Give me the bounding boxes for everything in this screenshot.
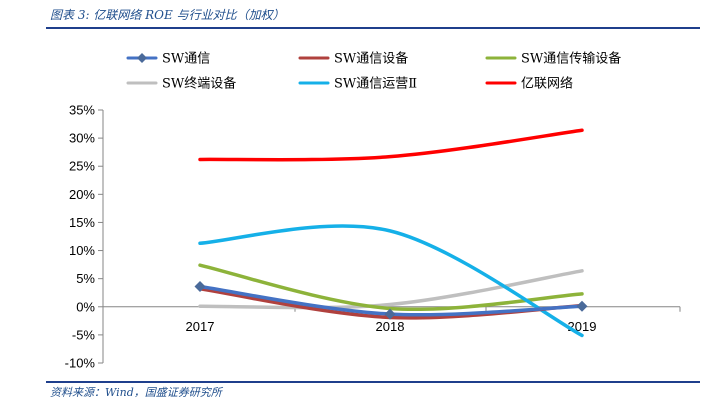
- y-tick-label: 5%: [76, 271, 95, 286]
- figure-title: 图表 3: 亿联网络 ROE 与行业对比（加权）: [50, 8, 285, 22]
- legend-label: SW终端设备: [162, 76, 236, 92]
- top-rule: [46, 27, 700, 29]
- data-point: [384, 308, 396, 320]
- data-point: [194, 281, 206, 293]
- y-tick-label: 35%: [69, 103, 95, 118]
- legend-label: SW通信设备: [334, 51, 408, 67]
- x-tick-label: 2018: [376, 319, 405, 334]
- legend-label: SW通信传输设备: [521, 51, 621, 67]
- y-tick-label: 30%: [69, 131, 95, 146]
- y-tick-label: 20%: [69, 187, 95, 202]
- legend-label: 亿联网络: [521, 76, 573, 92]
- legend-marker: [137, 53, 147, 63]
- y-tick-label: 25%: [69, 159, 95, 174]
- y-axis: 35% 30% 25% 20% 15% 10% 5% 0% -5% -10%: [65, 103, 104, 371]
- series-line: [198, 128, 584, 162]
- bottom-rule: [46, 381, 700, 383]
- legend-label: SW通信运营Ⅱ: [334, 77, 417, 92]
- series-lines: [194, 128, 588, 338]
- source-note: 资料来源：Wind，国盛证券研究所: [50, 386, 222, 399]
- y-tick-label: 15%: [69, 215, 95, 230]
- y-tick-label: -5%: [72, 327, 96, 342]
- data-point: [576, 300, 588, 312]
- x-tick-label: 2017: [186, 319, 215, 334]
- series-line: [198, 269, 584, 310]
- y-tick-label: -10%: [65, 356, 96, 371]
- x-tick-label: 2019: [568, 319, 597, 334]
- legend-label: SW通信: [162, 52, 210, 67]
- y-tick-label: 10%: [69, 243, 95, 258]
- series-line: [198, 263, 584, 312]
- legend: SW通信 SW通信设备 SW通信传输设备 SW终端设备 SW通信运营Ⅱ 亿联网络: [126, 51, 621, 92]
- y-tick-label: 0%: [76, 299, 95, 314]
